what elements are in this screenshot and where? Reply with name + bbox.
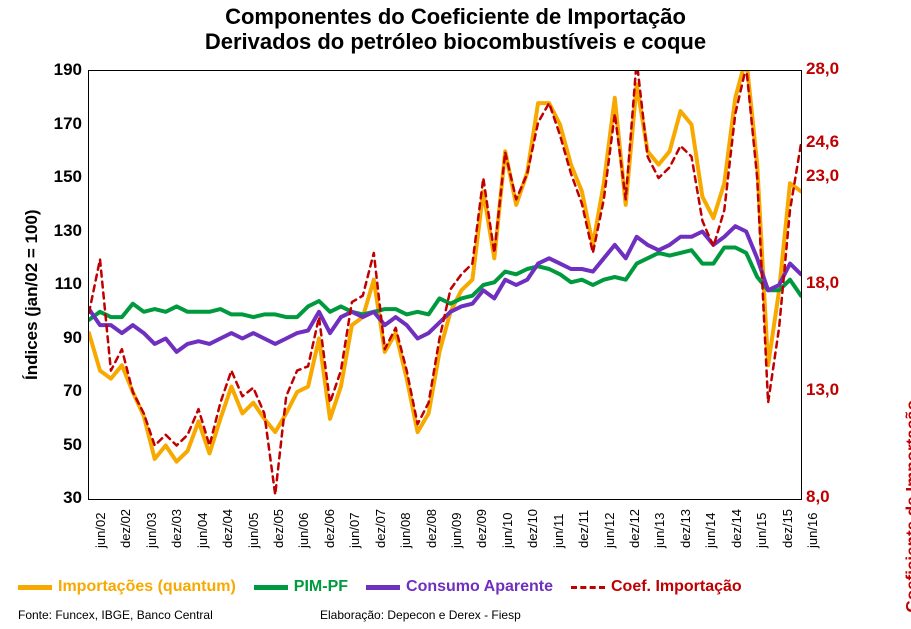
y-right-axis-label: Coeficiente de Importação xyxy=(903,400,911,613)
x-tick: jun/08 xyxy=(398,513,413,548)
x-tick: jun/10 xyxy=(500,513,515,548)
x-tick: dez/11 xyxy=(576,510,591,548)
x-tick: dez/12 xyxy=(627,509,642,548)
legend-swatch xyxy=(571,586,605,589)
legend: Importações (quantum) PIM-PF Consumo Apare… xyxy=(18,578,742,596)
x-tick: dez/13 xyxy=(678,509,693,548)
y-right-tick: 23,0 xyxy=(806,166,839,186)
y-left-tick: 50 xyxy=(32,435,82,455)
x-tick: dez/10 xyxy=(525,509,540,548)
plot-svg xyxy=(89,71,801,499)
x-tick: jun/14 xyxy=(703,513,718,548)
legend-label: Consumo Aparente xyxy=(406,578,553,596)
y-right-tick: 13,0 xyxy=(806,380,839,400)
x-tick: dez/15 xyxy=(780,509,795,548)
y-left-tick: 30 xyxy=(32,488,82,508)
legend-swatch xyxy=(366,585,400,590)
y-left-tick: 130 xyxy=(32,221,82,241)
title-line-1: Componentes do Coeficiente de Importação xyxy=(225,4,686,29)
y-left-tick: 110 xyxy=(32,274,82,294)
x-tick: jun/15 xyxy=(754,513,769,548)
x-tick: dez/02 xyxy=(118,509,133,548)
x-tick: dez/07 xyxy=(373,509,388,548)
chart-container: Componentes do Coeficiente de Importação… xyxy=(0,0,911,629)
x-tick: dez/09 xyxy=(474,509,489,548)
x-tick: jun/07 xyxy=(347,513,362,548)
x-tick: dez/03 xyxy=(169,509,184,548)
y-left-tick: 170 xyxy=(32,114,82,134)
chart-title: Componentes do Coeficiente de Importação… xyxy=(0,4,911,55)
x-tick: jun/06 xyxy=(296,513,311,548)
x-tick: jun/09 xyxy=(449,513,464,548)
x-tick: dez/08 xyxy=(424,509,439,548)
x-tick: jun/02 xyxy=(93,513,108,548)
legend-swatch xyxy=(18,585,52,590)
y-right-tick: 24,6 xyxy=(806,132,839,152)
x-tick: jun/05 xyxy=(246,513,261,548)
x-tick: jun/03 xyxy=(144,513,159,548)
title-line-2: Derivados do petróleo biocombustíveis e … xyxy=(205,29,706,54)
plot-area xyxy=(88,70,802,500)
footer-source: Fonte: Funcex, IBGE, Banco Central xyxy=(18,608,213,622)
x-tick: jun/04 xyxy=(195,513,210,548)
x-tick: jun/11 xyxy=(551,514,566,548)
x-tick: jun/16 xyxy=(805,513,820,548)
series-importacoes xyxy=(89,71,801,462)
x-tick: jun/12 xyxy=(602,513,617,548)
legend-item: Consumo Aparente xyxy=(366,578,553,596)
y-left-tick: 90 xyxy=(32,328,82,348)
y-right-tick: 18,0 xyxy=(806,273,839,293)
legend-label: Importações (quantum) xyxy=(58,578,236,596)
legend-item: Coef. Importação xyxy=(571,578,742,596)
y-right-tick: 28,0 xyxy=(806,59,839,79)
legend-label: PIM-PF xyxy=(294,578,348,596)
y-left-tick: 150 xyxy=(32,167,82,187)
x-tick: dez/05 xyxy=(271,509,286,548)
y-left-tick: 70 xyxy=(32,381,82,401)
legend-item: PIM-PF xyxy=(254,578,348,596)
x-tick: dez/04 xyxy=(220,509,235,548)
x-tick: dez/14 xyxy=(729,509,744,548)
legend-swatch xyxy=(254,585,288,590)
y-left-tick: 190 xyxy=(32,60,82,80)
x-tick: dez/06 xyxy=(322,509,337,548)
x-tick: jun/13 xyxy=(652,513,667,548)
y-right-tick: 8,0 xyxy=(806,487,830,507)
legend-item: Importações (quantum) xyxy=(18,578,236,596)
footer-elaboration: Elaboração: Depecon e Derex - Fiesp xyxy=(320,608,521,622)
legend-label: Coef. Importação xyxy=(611,578,742,596)
